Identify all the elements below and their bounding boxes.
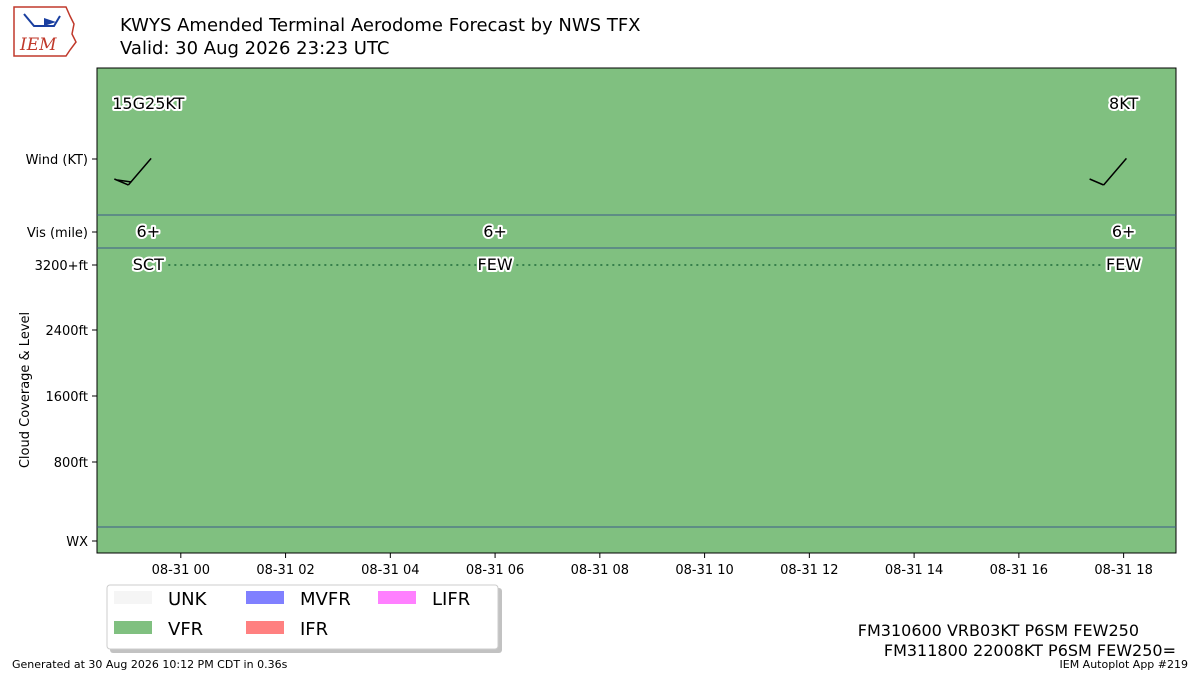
y-tick-label: 2400ft — [45, 324, 88, 339]
y-axis-label: Cloud Coverage & Level — [18, 312, 33, 468]
wind-label: 15G25KT — [112, 94, 184, 113]
generated-note: Generated at 30 Aug 2026 10:12 PM CDT in… — [12, 658, 288, 671]
vis-label: 6+ — [1112, 222, 1136, 241]
y-tick-label: 800ft — [54, 456, 88, 471]
cloud-label: FEW — [1106, 255, 1141, 274]
x-tick-label: 08-31 02 — [256, 563, 314, 578]
logo-text: IEM — [19, 35, 57, 55]
wind-barb — [114, 157, 152, 186]
x-tick-label: 08-31 12 — [780, 563, 838, 578]
y-tick-label: 3200+ft — [35, 259, 88, 274]
app-label: IEM Autoplot App #219 — [1060, 658, 1189, 671]
taf-line: FM311800 22008KT P6SM FEW250= — [884, 641, 1176, 660]
wind-barb — [1089, 157, 1127, 186]
y-tick-label: WX — [66, 535, 88, 550]
chart-subtitle: Valid: 30 Aug 2026 23:23 UTC — [120, 38, 389, 59]
x-tick-label: 08-31 00 — [152, 563, 210, 578]
x-tick-label: 08-31 14 — [885, 563, 943, 578]
x-tick-label: 08-31 08 — [571, 563, 629, 578]
legend-swatch — [378, 591, 416, 604]
iem-logo: IEM — [13, 6, 77, 57]
legend-swatch — [114, 591, 152, 604]
x-axis: 08-31 00 08-31 02 08-31 04 08-31 06 08-31 08… — [152, 553, 1153, 578]
vis-label: 6+ — [137, 222, 161, 241]
legend-swatch — [114, 621, 152, 634]
cloud-label: FEW — [478, 255, 513, 274]
x-tick-label: 08-31 04 — [361, 563, 419, 578]
y-tick-label: 1600ft — [45, 390, 88, 405]
vis-label: 6+ — [483, 222, 507, 241]
legend-label: MVFR — [300, 589, 351, 610]
wind-label: 8KT — [1109, 94, 1138, 113]
forecast-marks: 15G25KT 6+ SCT 6+ FEW 8KT 6+ FEW — [110, 92, 1143, 276]
plot-area — [96, 67, 1177, 554]
x-tick-label: 08-31 18 — [1094, 563, 1152, 578]
legend-label: UNK — [168, 589, 208, 610]
y-tick-label: Wind (KT) — [26, 153, 88, 168]
x-tick-label: 08-31 16 — [990, 563, 1048, 578]
cloud-label: SCT — [133, 255, 164, 274]
x-tick-label: 08-31 10 — [675, 563, 733, 578]
y-tick-label: Vis (mile) — [27, 226, 88, 241]
legend-label: IFR — [300, 619, 328, 640]
taf-line: FM310600 VRB03KT P6SM FEW250 — [858, 621, 1139, 640]
x-tick-label: 08-31 06 — [466, 563, 524, 578]
legend-label: LIFR — [432, 589, 470, 610]
chart-title: KWYS Amended Terminal Aerodome Forecast … — [120, 15, 641, 36]
legend-swatch — [246, 621, 284, 634]
legend-label: VFR — [168, 619, 203, 640]
legend: UNK VFR MVFR IFR LIFR — [106, 584, 502, 653]
y-axis: Wind (KT) Vis (mile) 3200+ft 2400ft 1600… — [18, 153, 97, 550]
legend-swatch — [246, 591, 284, 604]
